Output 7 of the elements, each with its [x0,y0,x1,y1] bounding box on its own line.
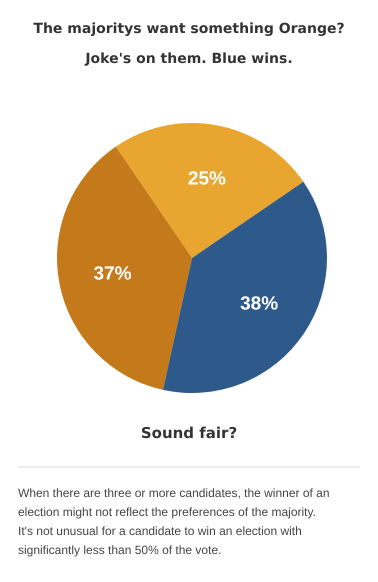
text: When there are three or more candidates, the winner of an election might not reflect the preferences of the majority. It's not unusual for a candidate to win an election with significantly less than 50% of the vote. [18,486,330,557]
pie-slice [116,123,304,258]
chart-title: The majoritys want something Orange? Joke's on them. Blue wins. [33,21,345,67]
data-label: 37% [93,263,132,284]
data-label: 38% [240,293,278,314]
text: Sound fair? [140,424,238,442]
data-label: 25% [188,168,226,190]
